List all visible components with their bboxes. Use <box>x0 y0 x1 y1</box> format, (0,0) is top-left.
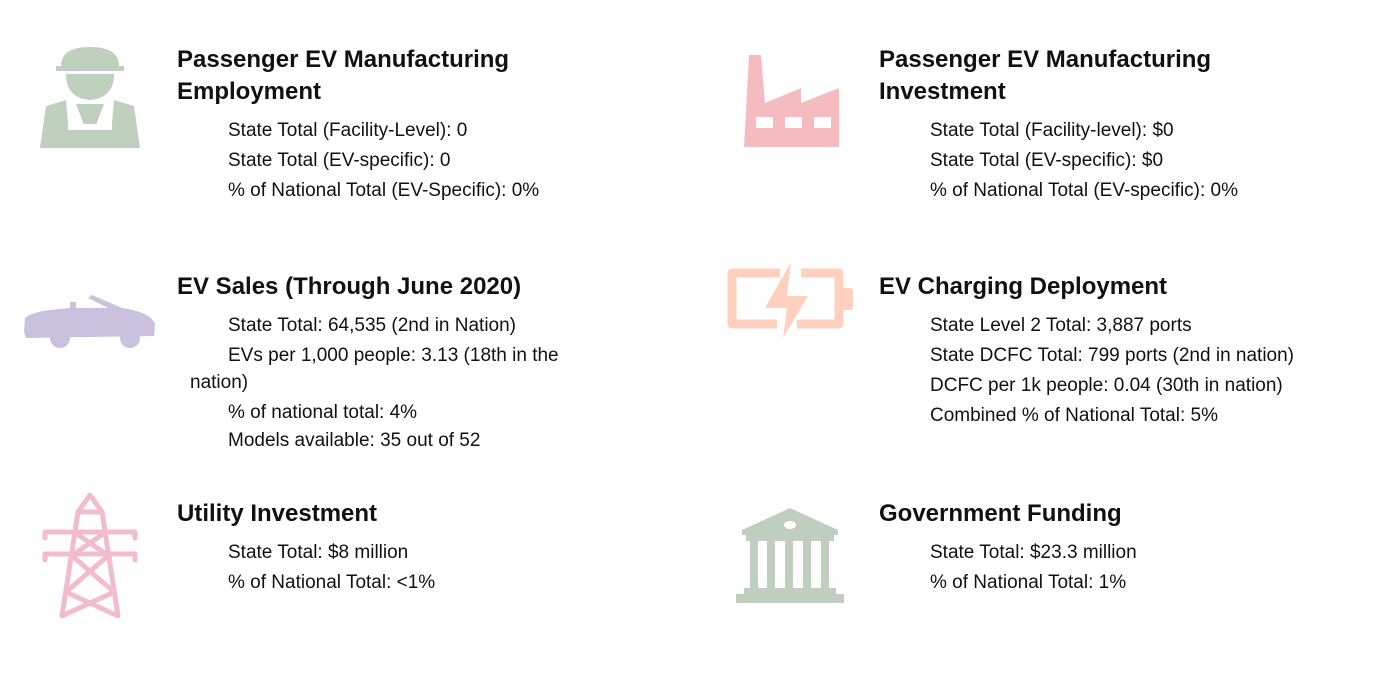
stat-line: DCFC per 1k people: 0.04 (30th in nation… <box>930 375 1283 396</box>
stat-line: % of National Total: 1% <box>930 572 1127 593</box>
car-icon <box>24 295 155 348</box>
stat-line: % of National Total: <1% <box>228 572 436 593</box>
stat-line: State Total (EV-specific): $0 <box>930 150 1164 171</box>
stat-line: State Total (EV-specific): 0 <box>228 150 451 171</box>
stat-line: % of National Total (EV-specific): 0% <box>930 180 1239 201</box>
stat-line: State Total: $23.3 million <box>930 542 1137 563</box>
stat-line: State DCFC Total: 799 ports (2nd in nati… <box>930 345 1295 366</box>
section-title: Utility Investment <box>177 500 378 527</box>
section-title: Passenger EV Manufacturing Investment <box>879 46 1212 105</box>
battery-charging-icon <box>727 262 853 338</box>
stat-line: State Total: 64,535 (2nd in Nation) <box>228 315 517 336</box>
stat-line: % of national total: 4% <box>228 402 418 423</box>
transmission-tower-icon <box>42 492 138 618</box>
worker-icon <box>40 47 140 148</box>
section-title: Passenger EV Manufacturing Employment <box>177 46 510 105</box>
stat-line: nation) <box>190 372 249 393</box>
section-title: EV Sales (Through June 2020) <box>177 273 522 300</box>
stat-line: State Level 2 Total: 3,887 ports <box>930 315 1192 336</box>
stat-line: State Total (Facility-level): $0 <box>930 120 1174 141</box>
section-title: Government Funding <box>879 500 1122 527</box>
stat-line: % of National Total (EV-Specific): 0% <box>228 180 540 201</box>
stat-line: Combined % of National Total: 5% <box>930 405 1218 426</box>
government-building-icon <box>736 508 844 603</box>
factory-icon <box>744 55 839 147</box>
stat-line: Models available: 35 out of 52 <box>228 430 481 451</box>
section-title: EV Charging Deployment <box>879 273 1168 300</box>
stat-line: EVs per 1,000 people: 3.13 (18th in the <box>228 345 559 366</box>
stat-line: State Total (Facility-Level): 0 <box>228 120 468 141</box>
stat-line: State Total: $8 million <box>228 542 409 563</box>
